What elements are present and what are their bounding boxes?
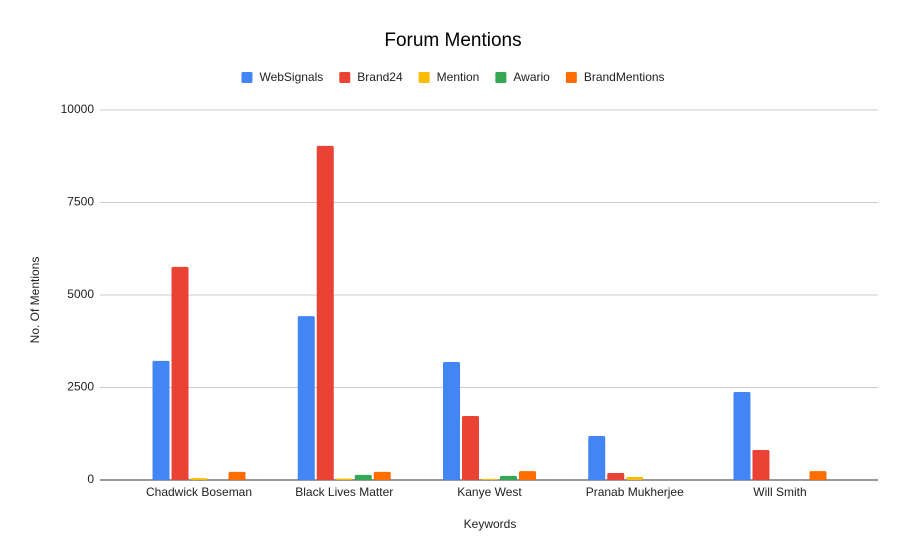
bar	[335, 478, 353, 480]
bar	[297, 316, 315, 480]
y-tick-label: 7500	[67, 195, 94, 209]
x-tick-label: Will Smith	[753, 485, 806, 499]
legend-swatch	[418, 72, 430, 83]
bar	[481, 478, 498, 480]
y-tick-label: 2500	[67, 380, 94, 394]
legend-swatch	[339, 72, 351, 83]
bar	[171, 266, 189, 480]
legend-label: WebSignals	[259, 70, 323, 84]
bar	[462, 415, 479, 480]
legend-swatch	[241, 72, 253, 83]
legend-label: Brand24	[357, 70, 403, 84]
legend-swatch	[495, 72, 507, 83]
x-tick-label: Kanye West	[457, 485, 522, 499]
x-tick-label: Black Lives Matter	[295, 485, 393, 499]
bar	[152, 360, 170, 480]
legend-swatch	[565, 72, 577, 83]
x-tick-label: Chadwick Boseman	[146, 485, 252, 499]
bar	[733, 391, 751, 480]
bar	[588, 435, 606, 480]
bar	[519, 471, 536, 480]
y-axis-label: No. Of Mentions	[28, 257, 42, 344]
bar	[443, 361, 460, 480]
legend-item: BrandMentions	[565, 70, 665, 84]
bar	[228, 471, 246, 480]
bar	[316, 145, 334, 480]
bar	[809, 471, 827, 480]
bar	[373, 471, 391, 480]
legend-item: WebSignals	[241, 70, 323, 84]
legend-item: Brand24	[339, 70, 403, 84]
bar	[500, 475, 517, 480]
bar	[607, 472, 625, 480]
y-tick-label: 10000	[61, 102, 95, 116]
bar	[354, 474, 372, 480]
y-tick-label: 0	[87, 472, 94, 486]
x-tick-label: Pranab Mukherjee	[586, 485, 684, 499]
bar	[626, 477, 644, 480]
legend-label: Mention	[437, 70, 480, 84]
y-tick-label: 5000	[67, 287, 94, 301]
x-axis-label: Keywords	[464, 517, 517, 531]
bar	[190, 478, 208, 480]
legend-item: Mention	[418, 70, 480, 84]
legend-label: BrandMentions	[584, 70, 665, 84]
bar	[752, 450, 770, 480]
legend: WebSignals Brand24 Mention Awario BrandMenti…	[241, 70, 665, 84]
legend-label: Awario	[513, 70, 550, 84]
chart-title: Forum Mentions	[384, 30, 521, 51]
legend-item: Awario	[495, 70, 550, 84]
